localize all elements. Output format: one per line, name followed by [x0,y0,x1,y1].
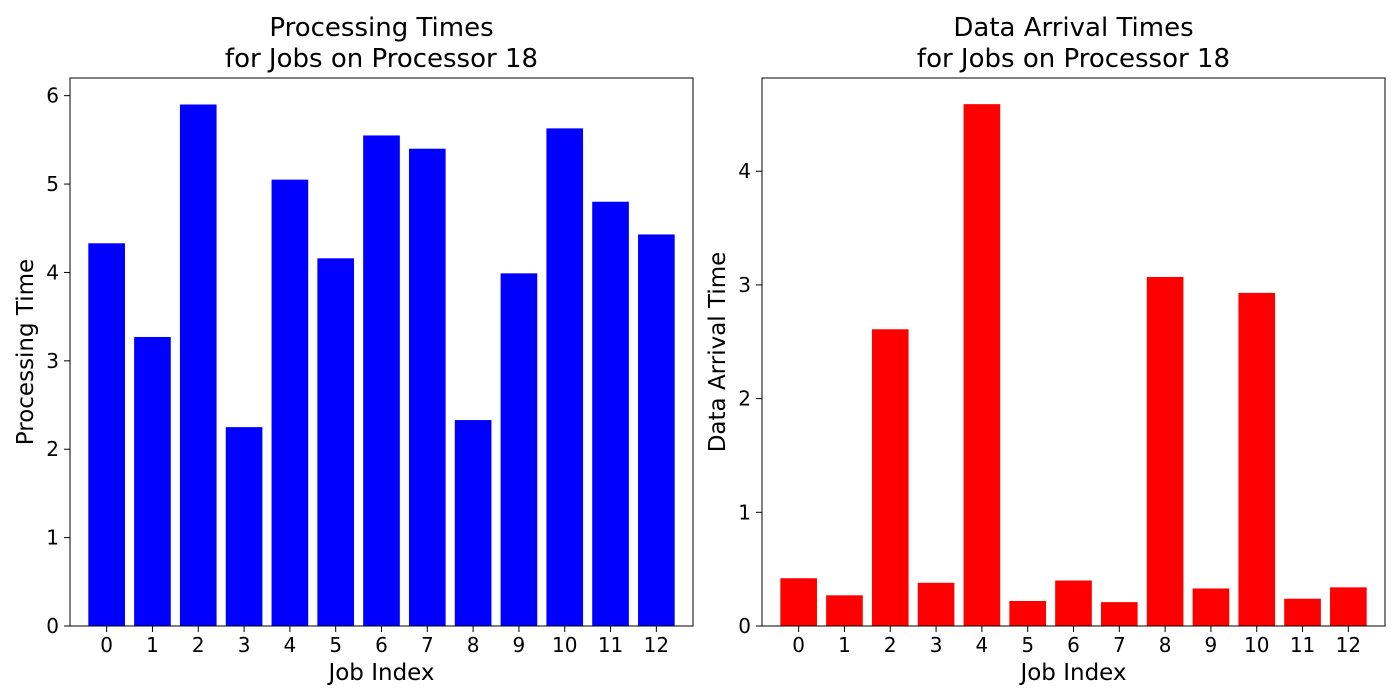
x-tick-label: 1 [838,633,851,657]
y-tick-label: 4 [738,159,751,183]
x-tick-label: 11 [1290,633,1315,657]
bar-job-2 [871,329,909,626]
x-tick-label: 8 [467,633,480,657]
bar-job-5 [317,258,355,626]
x-tick-label: 5 [329,633,342,657]
bar-job-9 [500,273,538,626]
x-tick-label: 3 [930,633,943,657]
x-tick-label: 3 [238,633,251,657]
y-tick-label: 1 [738,500,751,524]
bar-job-7 [1100,602,1138,626]
bar-job-11 [1284,598,1321,626]
bar-job-8 [454,420,492,626]
bar-job-4 [963,104,1001,627]
x-tick-label: 12 [644,633,669,657]
bar-job-6 [1055,580,1092,626]
x-tick-label: 0 [100,633,113,657]
y-tick-label: 0 [738,614,751,638]
x-tick-label: 2 [192,633,205,657]
x-tick-label: 1 [146,633,159,657]
x-tick-label: 7 [1113,633,1126,657]
y-tick-label: 5 [46,172,59,196]
chart-title-line: Data Arrival Times [953,13,1193,43]
x-tick-label: 6 [375,633,388,657]
bar-job-0 [88,243,125,626]
y-tick-label: 2 [46,437,59,461]
y-tick-label: 1 [46,526,59,550]
x-tick-label: 10 [1244,633,1269,657]
x-tick-label: 5 [1021,633,1034,657]
x-tick-label: 4 [284,633,297,657]
chart-title-line: for Jobs on Processor 18 [917,44,1230,74]
bar-job-1 [826,595,863,626]
bar-job-10 [1238,292,1276,626]
x-tick-label: 9 [513,633,526,657]
y-axis-label: Processing Time [13,259,39,445]
bar-job-2 [179,104,217,627]
x-tick-label: 7 [421,633,434,657]
y-tick-label: 4 [46,260,59,284]
bar-job-6 [363,135,400,627]
bar-job-12 [638,234,675,626]
y-tick-label: 3 [738,273,751,297]
x-tick-label: 6 [1067,633,1080,657]
x-tick-label: 10 [552,633,577,657]
x-tick-label: 4 [976,633,989,657]
bar-job-3 [917,582,955,626]
bar-job-3 [225,427,263,626]
bar-job-0 [780,578,817,626]
x-tick-label: 0 [792,633,805,657]
y-tick-label: 3 [46,349,59,373]
x-axis-label: Job Index [326,660,434,686]
y-tick-label: 0 [46,614,59,638]
chart-title-line: Processing Times [269,13,493,43]
bar-job-9 [1192,588,1230,626]
x-axis-label: Job Index [1018,660,1126,686]
bar-job-10 [546,128,584,626]
x-tick-label: 2 [884,633,897,657]
bar-job-12 [1330,587,1367,626]
bar-job-4 [271,179,309,627]
x-tick-label: 8 [1159,633,1172,657]
y-axis-label: Data Arrival Time [705,252,731,453]
bar-job-7 [408,148,446,627]
bar-job-1 [134,336,171,626]
x-tick-label: 11 [598,633,623,657]
y-tick-label: 2 [738,387,751,411]
y-tick-label: 6 [46,84,59,108]
plot-frame [761,77,1386,627]
x-tick-label: 12 [1336,633,1361,657]
chart-title-line: for Jobs on Processor 18 [225,44,538,74]
bar-job-8 [1146,276,1184,626]
bar-job-5 [1009,600,1047,626]
bar-job-11 [592,201,629,626]
x-tick-label: 9 [1205,633,1218,657]
